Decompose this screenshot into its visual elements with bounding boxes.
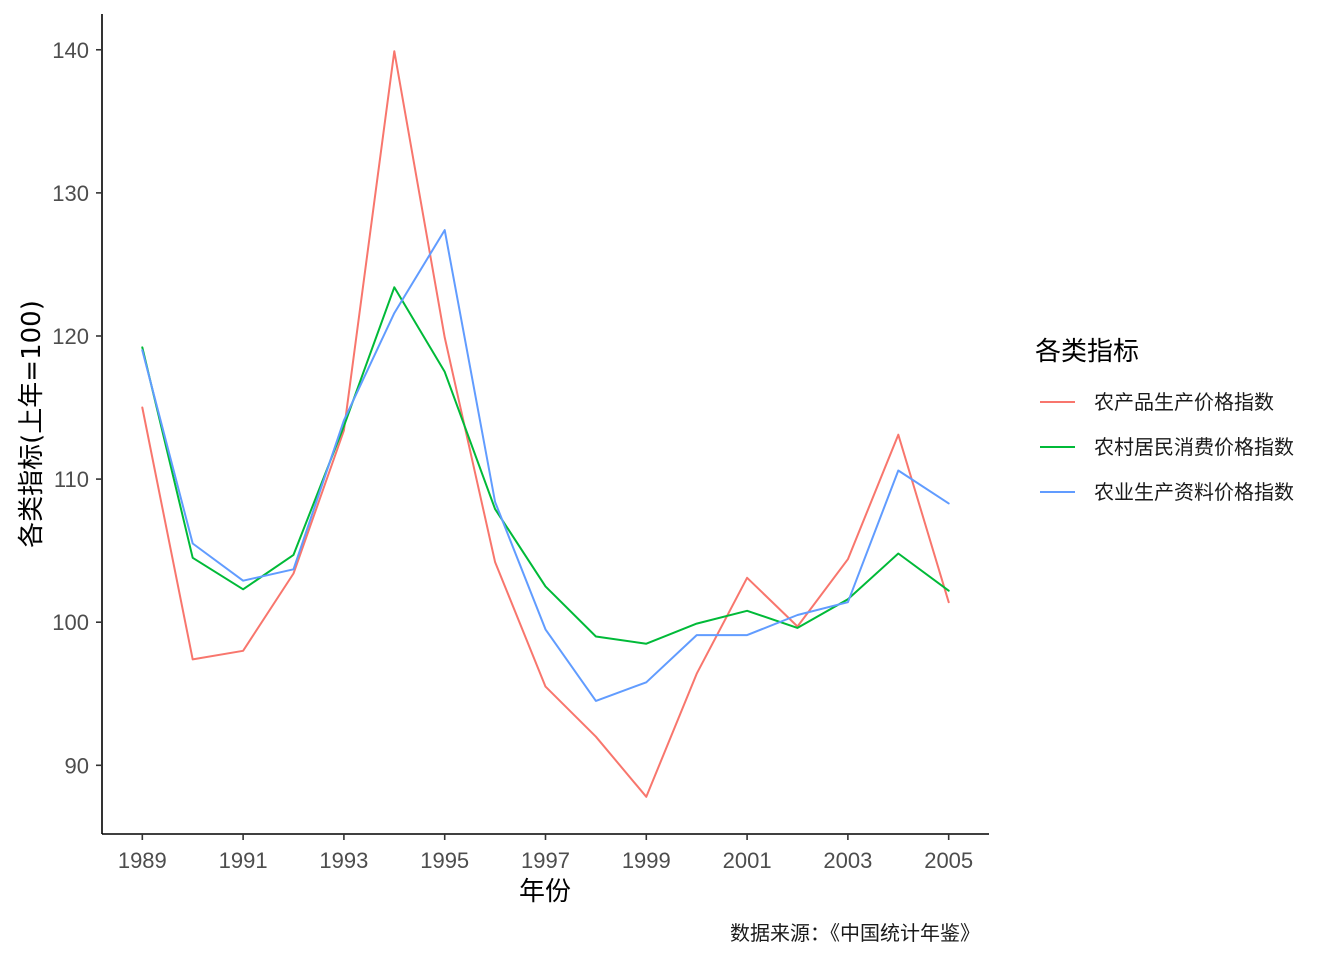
legend-item: 农产品生产价格指数 — [1040, 390, 1274, 414]
legend-label: 农产品生产价格指数 — [1094, 390, 1274, 414]
series-line — [141, 50, 950, 798]
legend-label: 农村居民消费价格指数 — [1094, 435, 1294, 459]
legend-label: 农业生产资料价格指数 — [1094, 480, 1294, 504]
y-tick-label: 110 — [54, 467, 89, 492]
y-tick-label: 130 — [52, 181, 89, 206]
x-tick-label: 1999 — [622, 848, 671, 873]
y-tick-label: 90 — [65, 753, 89, 778]
x-tick-label: 2003 — [823, 848, 872, 873]
x-tick-label: 1997 — [521, 848, 570, 873]
legend-item: 农业生产资料价格指数 — [1040, 480, 1294, 504]
x-tick-label: 1991 — [219, 848, 268, 873]
y-tick-label: 140 — [52, 38, 89, 63]
x-tick-label: 1993 — [319, 848, 368, 873]
x-tick-label: 1989 — [118, 848, 167, 873]
x-tick-label: 2005 — [924, 848, 973, 873]
y-axis-title: 各类指标(上年=100) — [17, 300, 47, 548]
x-tick-label: 2001 — [723, 848, 772, 873]
y-tick-label: 100 — [52, 610, 89, 635]
x-axis-title: 年份 — [519, 877, 571, 907]
series-line — [141, 286, 950, 645]
ticks-layer: 90 100 110 120 130 140 1989 1991 1993 1995 1997 199… — [52, 38, 973, 873]
data-source-caption: 数据来源：《中国统计年鉴》 — [730, 921, 980, 945]
series-1 — [141, 50, 950, 798]
axes-layer — [101, 14, 989, 835]
y-tick-label: 120 — [52, 324, 89, 349]
x-tick-label: 1995 — [420, 848, 469, 873]
series-2 — [141, 286, 950, 645]
legend-title: 各类指标 — [1035, 337, 1139, 367]
series-line — [141, 229, 950, 702]
legend-item: 农村居民消费价格指数 — [1040, 435, 1294, 459]
series-3 — [141, 229, 950, 702]
series-layer — [141, 50, 950, 798]
